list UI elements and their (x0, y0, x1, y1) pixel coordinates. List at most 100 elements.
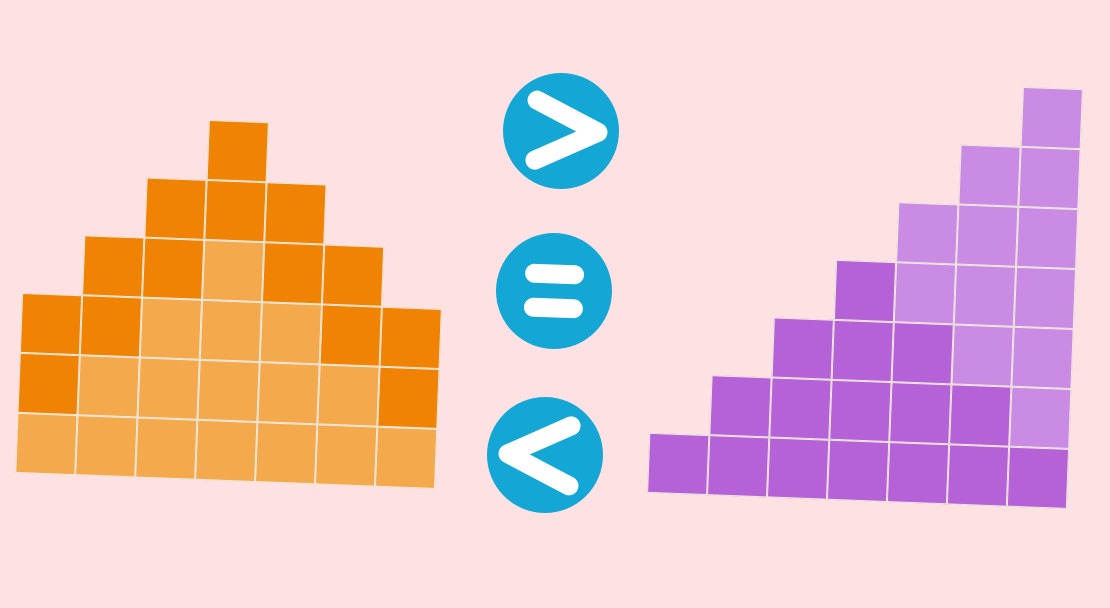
block-cell (144, 177, 207, 240)
block-cell (206, 119, 269, 183)
empty-cell (838, 140, 900, 202)
empty-cell (654, 253, 716, 315)
block-cell (767, 437, 830, 500)
block-cell (951, 324, 1014, 387)
empty-cell (774, 258, 836, 320)
empty-cell (659, 133, 721, 195)
block-cell (1009, 386, 1072, 449)
empty-cell (712, 315, 774, 377)
empty-cell (267, 122, 329, 184)
right-shape-grid (647, 73, 1083, 509)
empty-cell (714, 255, 776, 317)
block-cell (829, 379, 892, 443)
empty-cell (327, 125, 389, 187)
block-cell (893, 262, 957, 325)
block-cell (1018, 146, 1081, 210)
block-cell (956, 204, 1019, 267)
empty-cell (324, 185, 386, 247)
equals-icon (523, 263, 585, 319)
block-cell (886, 442, 950, 505)
block-cell (896, 202, 959, 265)
empty-cell (84, 175, 146, 237)
block-cell (261, 242, 325, 305)
block-cell (946, 444, 1010, 507)
block-cell (317, 364, 380, 427)
block-cell (319, 304, 382, 367)
greater-than-icon (525, 90, 608, 170)
block-cell (953, 264, 1017, 327)
block-cell (139, 297, 203, 360)
block-cell (75, 415, 138, 478)
block-cell (195, 419, 258, 483)
block-cell (769, 377, 832, 440)
block-cell (137, 357, 200, 420)
empty-cell (841, 80, 903, 142)
block-cell (255, 422, 318, 485)
block-cell (1013, 266, 1076, 330)
empty-cell (384, 187, 446, 249)
empty-cell (781, 78, 843, 140)
block-cell (79, 295, 143, 358)
block-cell (949, 384, 1012, 447)
block-cell (707, 435, 770, 498)
block-cell (1020, 86, 1083, 150)
block-cell (1011, 326, 1074, 389)
empty-cell (649, 373, 711, 435)
empty-cell (901, 82, 963, 144)
empty-cell (716, 195, 778, 257)
block-cell (377, 366, 440, 429)
block-cell (197, 359, 260, 423)
block-cell (17, 352, 80, 416)
block-cell (889, 382, 952, 445)
block-cell (831, 319, 894, 383)
empty-cell (661, 73, 723, 135)
block-cell (15, 412, 78, 476)
block-cell (264, 182, 327, 245)
block-cell (315, 424, 378, 487)
block-cell (958, 144, 1021, 207)
less-than-icon (498, 416, 581, 496)
empty-cell (719, 135, 781, 197)
block-cell (647, 432, 710, 496)
greater-than-button[interactable]: > (503, 73, 619, 189)
block-cell (833, 259, 897, 323)
empty-cell (147, 118, 209, 180)
block-cell (1016, 206, 1079, 270)
block-cell (709, 375, 772, 438)
empty-cell (382, 247, 444, 309)
empty-cell (24, 173, 86, 235)
empty-cell (386, 127, 448, 189)
block-cell (1006, 446, 1070, 509)
empty-cell (961, 85, 1023, 147)
block-cell (204, 179, 267, 243)
empty-cell (87, 115, 149, 177)
block-cell (77, 355, 140, 418)
block-cell (771, 317, 834, 380)
empty-cell (22, 233, 84, 295)
empty-cell (836, 200, 898, 262)
block-cell (891, 322, 954, 385)
block-cell (379, 306, 442, 370)
block-cell (259, 302, 322, 365)
block-cell (202, 239, 265, 303)
empty-cell (898, 142, 960, 204)
block-cell (135, 417, 198, 480)
block-cell (142, 237, 205, 300)
block-cell (82, 235, 145, 298)
block-cell (19, 292, 83, 356)
empty-cell (776, 198, 838, 260)
empty-cell (779, 138, 841, 200)
less-than-button[interactable]: < (487, 397, 603, 513)
block-cell (257, 362, 320, 425)
empty-cell (652, 313, 714, 375)
left-shape-grid (15, 113, 449, 489)
empty-cell (656, 193, 718, 255)
block-cell (826, 439, 890, 502)
empty-cell (27, 113, 89, 175)
block-cell (199, 299, 262, 363)
block-cell (321, 244, 385, 307)
equals-button[interactable]: = (496, 233, 612, 349)
block-cell (374, 426, 438, 489)
empty-cell (721, 75, 783, 137)
